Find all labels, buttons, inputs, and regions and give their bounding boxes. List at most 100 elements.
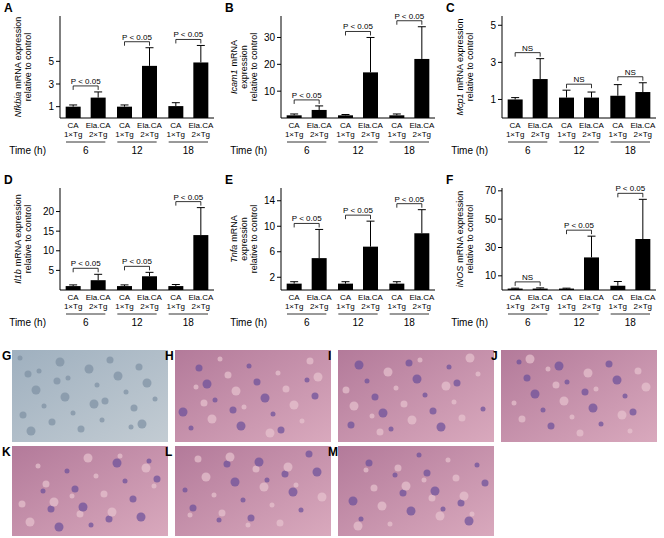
texture <box>212 493 217 498</box>
bar <box>66 286 81 290</box>
bar <box>508 289 523 290</box>
category-line: CA <box>561 121 573 130</box>
texture <box>524 375 531 382</box>
texture <box>42 404 47 409</box>
texture <box>402 482 411 491</box>
texture <box>548 423 555 430</box>
category-label: Ela.CA2×Tg <box>307 293 333 311</box>
texture <box>476 372 481 377</box>
panel-letter: B <box>225 1 234 15</box>
error-cap <box>639 199 647 200</box>
category-label: CA1×Tg <box>388 293 406 311</box>
category-line: CA <box>340 293 352 302</box>
texture <box>218 357 223 362</box>
y-tick <box>498 190 502 191</box>
y-label-line: mRNA expression <box>455 191 465 263</box>
texture <box>61 393 70 402</box>
texture <box>208 415 217 424</box>
texture <box>384 368 393 377</box>
bar <box>168 106 183 118</box>
texture <box>26 518 35 527</box>
category-line: Ela.CA <box>409 293 435 302</box>
texture <box>90 400 99 409</box>
bar <box>584 257 599 290</box>
group-label: 12 <box>352 317 364 328</box>
y-tick <box>56 231 60 232</box>
error-cap <box>511 97 519 98</box>
micrograph-image <box>338 350 494 442</box>
texture <box>584 369 593 378</box>
texture <box>365 379 370 384</box>
y-axis-label: relative to control <box>23 205 33 274</box>
error-cap <box>536 58 544 59</box>
error-bar <box>588 236 596 257</box>
category-label: Ela.CA2×Tg <box>188 121 214 139</box>
category-line: Ela.CA <box>307 293 333 302</box>
category-line: 1×Tg <box>388 302 406 311</box>
y-axis-label: relative to control <box>249 33 259 102</box>
error-bar <box>69 285 77 286</box>
group-label: 12 <box>573 145 585 156</box>
bar <box>168 286 183 290</box>
texture <box>436 512 445 521</box>
error-cap <box>146 272 154 273</box>
texture <box>225 372 232 379</box>
micrograph-image <box>338 446 494 536</box>
texture <box>78 426 85 433</box>
texture <box>48 506 55 513</box>
texture <box>289 488 298 497</box>
group-label: 6 <box>83 317 89 328</box>
significance-bracket <box>294 223 319 227</box>
error-cap <box>121 284 129 285</box>
texture <box>230 407 237 414</box>
error-bar <box>536 59 544 79</box>
texture <box>50 498 59 507</box>
texture <box>447 365 452 370</box>
bar <box>389 284 404 290</box>
texture <box>20 412 27 419</box>
category-label: Ela.CA2×Tg <box>630 121 656 139</box>
significance-label: P < 0.05 <box>292 91 322 100</box>
bars <box>508 59 651 118</box>
group-label: 18 <box>404 317 416 328</box>
error-bar <box>342 114 350 116</box>
y-tick-label: 2 <box>269 272 275 283</box>
micrograph: K <box>2 445 168 536</box>
error-cap <box>511 288 519 289</box>
texture <box>546 367 551 372</box>
y-label-line: mRNA expression <box>455 18 465 90</box>
texture <box>25 371 32 378</box>
error-bar <box>146 48 154 66</box>
bar <box>389 115 404 118</box>
group-label: 18 <box>183 145 195 156</box>
y-tick <box>277 251 281 252</box>
significance-bracket <box>176 202 201 206</box>
texture <box>153 397 158 402</box>
texture <box>442 382 451 391</box>
y-tick-label: 70 <box>485 185 497 196</box>
y-tick-label: 30 <box>264 32 276 43</box>
bar <box>338 284 353 290</box>
texture <box>101 491 108 498</box>
y-tick-label: 20 <box>264 59 276 70</box>
texture <box>623 394 628 399</box>
bar <box>117 107 132 118</box>
error-cap <box>393 281 401 282</box>
category-line: 2×Tg <box>89 302 107 311</box>
error-bar <box>94 92 102 98</box>
texture <box>19 501 26 508</box>
texture <box>413 375 422 384</box>
y-axis-line <box>502 188 503 290</box>
texture <box>123 479 128 484</box>
category-line: 2×Tg <box>634 302 652 311</box>
significance-label: P < 0.05 <box>343 206 373 215</box>
error-bar <box>172 103 180 106</box>
texture <box>77 511 84 518</box>
y-tick <box>498 247 502 248</box>
significance-bracket <box>73 86 98 90</box>
error-stem <box>421 27 422 59</box>
micrograph: M <box>328 445 494 536</box>
significance-label: NS <box>573 75 584 84</box>
panel-letter: L <box>165 445 172 459</box>
y-label-line: mRNA expression <box>13 17 23 89</box>
